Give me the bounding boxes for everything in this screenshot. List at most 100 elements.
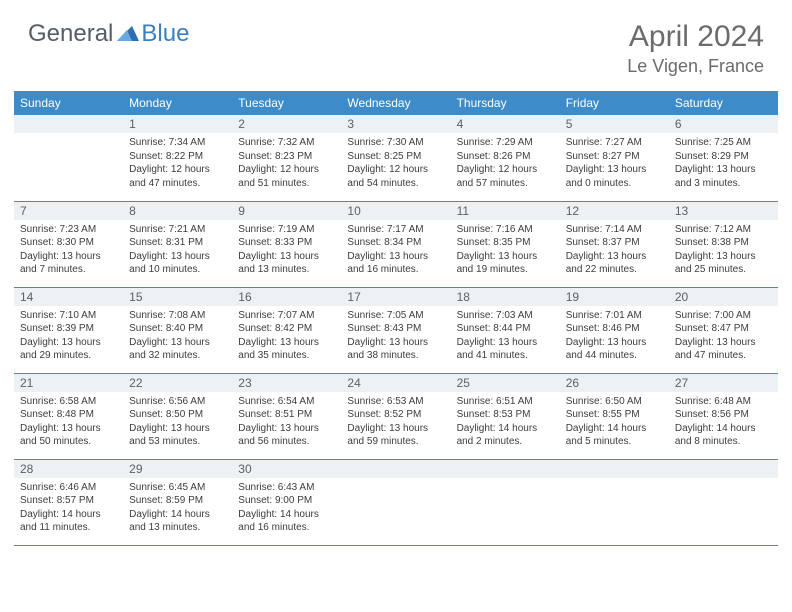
title-block: April 2024 Le Vigen, France xyxy=(627,20,764,77)
day-cell xyxy=(341,459,450,545)
day-number: 22 xyxy=(123,374,232,392)
sunrise-text: Sunrise: 7:27 AM xyxy=(566,136,663,150)
day-details: Sunrise: 6:43 AMSunset: 9:00 PMDaylight:… xyxy=(232,478,341,539)
daylight-text: Daylight: 13 hours and 56 minutes. xyxy=(238,422,335,449)
day-number: 11 xyxy=(451,202,560,220)
day-details: Sunrise: 7:34 AMSunset: 8:22 PMDaylight:… xyxy=(123,133,232,194)
day-details: Sunrise: 6:46 AMSunset: 8:57 PMDaylight:… xyxy=(14,478,123,539)
day-cell: 8Sunrise: 7:21 AMSunset: 8:31 PMDaylight… xyxy=(123,201,232,287)
sunrise-text: Sunrise: 7:30 AM xyxy=(347,136,444,150)
day-details: Sunrise: 7:12 AMSunset: 8:38 PMDaylight:… xyxy=(669,220,778,281)
sunrise-text: Sunrise: 7:32 AM xyxy=(238,136,335,150)
daylight-text: Daylight: 12 hours and 47 minutes. xyxy=(129,163,226,190)
sunrise-text: Sunrise: 7:12 AM xyxy=(675,223,772,237)
day-details: Sunrise: 6:48 AMSunset: 8:56 PMDaylight:… xyxy=(669,392,778,453)
day-number xyxy=(669,460,778,478)
daylight-text: Daylight: 14 hours and 2 minutes. xyxy=(457,422,554,449)
sunset-text: Sunset: 8:47 PM xyxy=(675,322,772,336)
day-cell: 14Sunrise: 7:10 AMSunset: 8:39 PMDayligh… xyxy=(14,287,123,373)
sunrise-text: Sunrise: 7:00 AM xyxy=(675,309,772,323)
sunset-text: Sunset: 8:39 PM xyxy=(20,322,117,336)
sunrise-text: Sunrise: 6:48 AM xyxy=(675,395,772,409)
dow-row: Sunday Monday Tuesday Wednesday Thursday… xyxy=(14,91,778,115)
week-row: 1Sunrise: 7:34 AMSunset: 8:22 PMDaylight… xyxy=(14,115,778,201)
sunset-text: Sunset: 8:22 PM xyxy=(129,150,226,164)
day-number xyxy=(560,460,669,478)
day-number: 25 xyxy=(451,374,560,392)
daylight-text: Daylight: 13 hours and 29 minutes. xyxy=(20,336,117,363)
day-number: 3 xyxy=(341,115,450,133)
sunset-text: Sunset: 8:43 PM xyxy=(347,322,444,336)
daylight-text: Daylight: 12 hours and 54 minutes. xyxy=(347,163,444,190)
day-details: Sunrise: 7:19 AMSunset: 8:33 PMDaylight:… xyxy=(232,220,341,281)
sunrise-text: Sunrise: 7:23 AM xyxy=(20,223,117,237)
day-number: 28 xyxy=(14,460,123,478)
day-details: Sunrise: 6:58 AMSunset: 8:48 PMDaylight:… xyxy=(14,392,123,453)
day-cell xyxy=(560,459,669,545)
day-number: 27 xyxy=(669,374,778,392)
daylight-text: Daylight: 13 hours and 53 minutes. xyxy=(129,422,226,449)
sunset-text: Sunset: 8:26 PM xyxy=(457,150,554,164)
day-details: Sunrise: 7:23 AMSunset: 8:30 PMDaylight:… xyxy=(14,220,123,281)
sunset-text: Sunset: 8:57 PM xyxy=(20,494,117,508)
sunset-text: Sunset: 8:42 PM xyxy=(238,322,335,336)
sunset-text: Sunset: 8:44 PM xyxy=(457,322,554,336)
day-details: Sunrise: 7:05 AMSunset: 8:43 PMDaylight:… xyxy=(341,306,450,367)
sunrise-text: Sunrise: 6:58 AM xyxy=(20,395,117,409)
day-number: 14 xyxy=(14,288,123,306)
day-details: Sunrise: 7:17 AMSunset: 8:34 PMDaylight:… xyxy=(341,220,450,281)
day-cell: 19Sunrise: 7:01 AMSunset: 8:46 PMDayligh… xyxy=(560,287,669,373)
day-cell: 9Sunrise: 7:19 AMSunset: 8:33 PMDaylight… xyxy=(232,201,341,287)
daylight-text: Daylight: 12 hours and 57 minutes. xyxy=(457,163,554,190)
sunrise-text: Sunrise: 7:25 AM xyxy=(675,136,772,150)
week-row: 21Sunrise: 6:58 AMSunset: 8:48 PMDayligh… xyxy=(14,373,778,459)
day-number xyxy=(451,460,560,478)
daylight-text: Daylight: 13 hours and 16 minutes. xyxy=(347,250,444,277)
sunset-text: Sunset: 8:56 PM xyxy=(675,408,772,422)
brand-part1: General xyxy=(28,20,113,48)
day-number: 20 xyxy=(669,288,778,306)
brand-logo: General Blue xyxy=(28,20,189,48)
sunrise-text: Sunrise: 7:14 AM xyxy=(566,223,663,237)
sunrise-text: Sunrise: 6:50 AM xyxy=(566,395,663,409)
dow-saturday: Saturday xyxy=(669,91,778,115)
sunrise-text: Sunrise: 7:07 AM xyxy=(238,309,335,323)
sunset-text: Sunset: 8:38 PM xyxy=(675,236,772,250)
sunrise-text: Sunrise: 7:29 AM xyxy=(457,136,554,150)
daylight-text: Daylight: 13 hours and 3 minutes. xyxy=(675,163,772,190)
day-cell: 16Sunrise: 7:07 AMSunset: 8:42 PMDayligh… xyxy=(232,287,341,373)
day-number: 2 xyxy=(232,115,341,133)
day-details: Sunrise: 7:32 AMSunset: 8:23 PMDaylight:… xyxy=(232,133,341,194)
day-details: Sunrise: 7:07 AMSunset: 8:42 PMDaylight:… xyxy=(232,306,341,367)
day-number: 13 xyxy=(669,202,778,220)
day-cell: 7Sunrise: 7:23 AMSunset: 8:30 PMDaylight… xyxy=(14,201,123,287)
calendar-table: Sunday Monday Tuesday Wednesday Thursday… xyxy=(14,91,778,546)
day-details: Sunrise: 7:10 AMSunset: 8:39 PMDaylight:… xyxy=(14,306,123,367)
sunrise-text: Sunrise: 7:19 AM xyxy=(238,223,335,237)
daylight-text: Daylight: 13 hours and 47 minutes. xyxy=(675,336,772,363)
sunrise-text: Sunrise: 6:51 AM xyxy=(457,395,554,409)
daylight-text: Daylight: 13 hours and 32 minutes. xyxy=(129,336,226,363)
day-cell: 22Sunrise: 6:56 AMSunset: 8:50 PMDayligh… xyxy=(123,373,232,459)
daylight-text: Daylight: 14 hours and 13 minutes. xyxy=(129,508,226,535)
day-number: 4 xyxy=(451,115,560,133)
day-number: 6 xyxy=(669,115,778,133)
sunrise-text: Sunrise: 7:03 AM xyxy=(457,309,554,323)
day-number: 19 xyxy=(560,288,669,306)
day-cell: 4 Sunrise: 7:29 AMSunset: 8:26 PMDaylight… xyxy=(451,115,560,201)
sunset-text: Sunset: 8:29 PM xyxy=(675,150,772,164)
sunset-text: Sunset: 8:55 PM xyxy=(566,408,663,422)
sunset-text: Sunset: 8:27 PM xyxy=(566,150,663,164)
sunset-text: Sunset: 8:23 PM xyxy=(238,150,335,164)
day-details: Sunrise: 7:16 AMSunset: 8:35 PMDaylight:… xyxy=(451,220,560,281)
day-number: 10 xyxy=(341,202,450,220)
day-cell: 18Sunrise: 7:03 AMSunset: 8:44 PMDayligh… xyxy=(451,287,560,373)
sunset-text: Sunset: 8:51 PM xyxy=(238,408,335,422)
day-cell: 5Sunrise: 7:27 AMSunset: 8:27 PMDaylight… xyxy=(560,115,669,201)
daylight-text: Daylight: 14 hours and 5 minutes. xyxy=(566,422,663,449)
day-number xyxy=(341,460,450,478)
day-number: 15 xyxy=(123,288,232,306)
sunrise-text: Sunrise: 7:01 AM xyxy=(566,309,663,323)
daylight-text: Daylight: 13 hours and 19 minutes. xyxy=(457,250,554,277)
sunset-text: Sunset: 8:35 PM xyxy=(457,236,554,250)
